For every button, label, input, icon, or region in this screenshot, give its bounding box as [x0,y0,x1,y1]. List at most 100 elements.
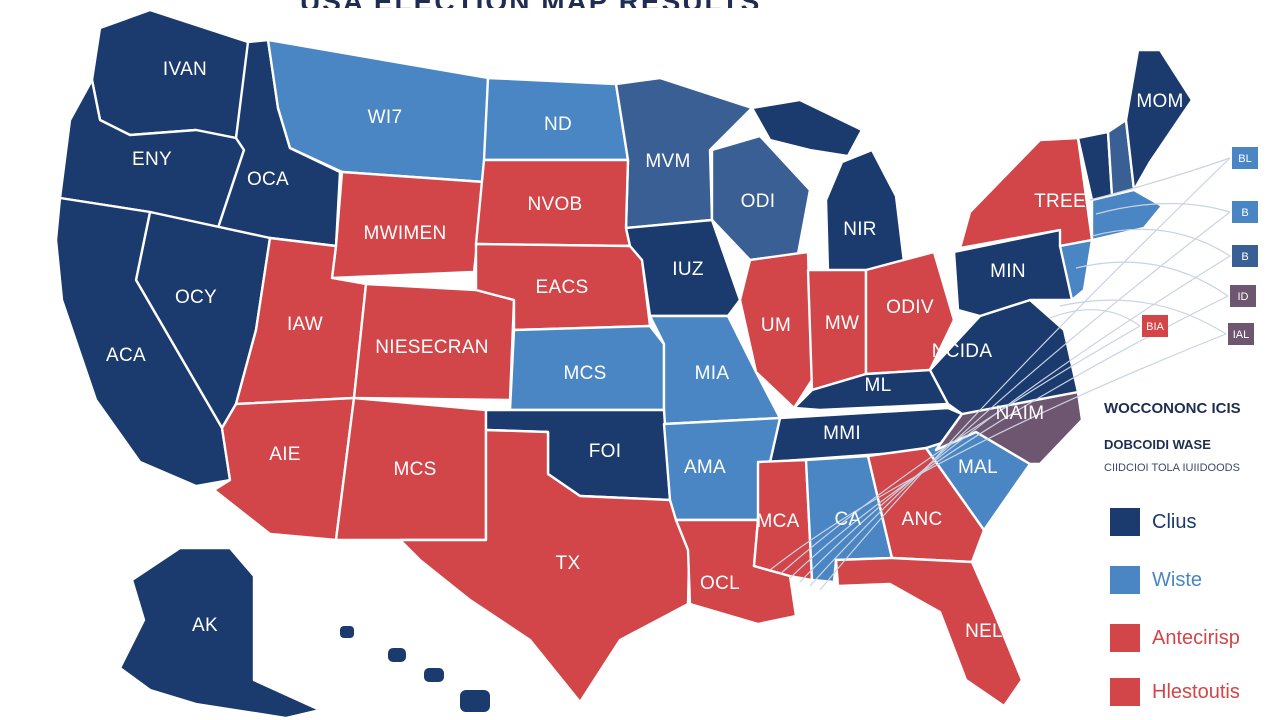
legend-label: Antecirisp [1152,626,1240,649]
leader-line [1075,261,1229,297]
label-WA: IVAN [163,59,207,80]
state-GA[interactable] [866,446,986,564]
callout-leader-lines [769,157,1231,591]
leader-line [1059,299,1227,335]
callout-tag-label: IAL [1233,329,1250,341]
legend: WOCCONONC ICIS DOBCOIDI WASE CIIDCIOI TO… [1104,400,1274,474]
legend-label: Hlestoutis [1152,680,1240,703]
leader-line [809,211,1231,587]
state-labels: IVAN ENY OCA WI7 ND MVM MWIMEN NVOB OCY … [106,59,1183,642]
label-SD: NVOB [527,194,582,215]
legend-label: Clius [1152,510,1197,533]
state-MA[interactable] [1090,188,1164,242]
state-FL[interactable] [834,556,1024,708]
callout-tag [1230,285,1256,307]
callout-tag-label: BL [1238,153,1251,165]
legend-label: Wiste [1152,568,1202,591]
label-AK: AK [192,615,218,636]
label-IL: UM [761,315,791,336]
state-ME[interactable] [1124,48,1194,192]
callout-tag-label: B [1241,251,1248,263]
label-AR: AMA [684,457,726,478]
label-TX: TX [556,553,581,574]
legend-swatch [1110,678,1140,706]
legend-swatch [1110,624,1140,652]
callout-tag [1232,201,1258,223]
label-OK: FOI [589,441,622,462]
legend-swatch [1110,508,1140,536]
state-TX[interactable] [398,428,692,704]
leader-line [799,255,1231,583]
label-CA: ACA [106,345,146,366]
label-WY: MWIMEN [363,223,446,244]
callout-tag-label: B [1241,207,1248,219]
state-OH[interactable] [864,250,956,376]
state-AZ[interactable] [212,396,356,542]
label-KS: MCS [563,363,606,384]
callout-tag [1142,315,1168,337]
leader-line [769,333,1227,571]
state-MI-UP[interactable] [750,98,864,158]
island-4 [460,690,490,712]
label-AZ: AIE [269,444,301,465]
leader-line [1049,309,1141,327]
legend-caption: CIIDCIOI TOLA IUIIDOODS [1104,462,1240,474]
label-UT: IAW [287,314,323,335]
leader-line [1091,228,1231,257]
state-MI[interactable] [824,148,906,274]
legend-item: Hlestoutis [1110,676,1240,708]
legend-subheading: DOBCOIDI WASE [1104,437,1211,452]
label-MO: MIA [695,363,730,384]
label-IA: IUZ [672,259,704,280]
legend-item: Clius [1110,506,1196,538]
label-PA: MIN [990,261,1026,282]
label-NV: OCY [175,287,217,308]
label-OR: ENY [132,149,172,170]
legend-heading: WOCCONONC ICIS [1104,400,1241,417]
callout-tag-label: ID [1238,291,1249,303]
label-OH: ODIV [886,297,934,318]
state-WY[interactable] [330,170,486,280]
label-IN: MW [825,313,859,334]
island-1 [340,626,354,638]
label-MS: MCA [756,511,799,532]
island-3 [424,668,444,682]
state-NJ[interactable] [1058,238,1094,302]
label-MI: NIR [843,219,877,240]
label-AL: CA [835,509,862,530]
label-MT: WI7 [368,107,403,128]
label-FL: NEL [965,621,1003,642]
leader-line [1095,202,1231,215]
callout-tag [1232,245,1258,267]
label-MN: MVM [645,151,690,172]
label-NC: NAIM [996,403,1045,424]
label-KY: ML [865,375,892,396]
callout-tag-label: BIA [1146,321,1164,333]
leader-line [779,325,1141,575]
island-2 [388,648,406,662]
label-NM: MCS [393,459,436,480]
label-NY: TREE [1034,191,1086,212]
label-TN: MMI [823,423,861,444]
label-ME: MOM [1136,91,1183,112]
map-title: USA ELECTION MAP RESULTS [300,0,1000,8]
label-ND: ND [544,114,572,135]
legend-item: Antecirisp [1110,622,1240,654]
label-SC: MAL [958,457,998,478]
label-GA: ANC [901,509,942,530]
state-CA[interactable] [54,196,232,488]
callout-tag [1232,147,1258,169]
label-VA: NCIDA [932,341,993,362]
leader-line [1089,157,1231,201]
label-ID: OCA [247,169,289,190]
label-CO: NIESECRAN [375,337,489,358]
callout-tags: BL B B ID BIA IAL [1142,147,1258,345]
label-LA: OCL [700,573,740,594]
legend-item: Wiste [1110,564,1202,596]
label-NE: EACS [536,277,589,298]
label-WI: ODI [741,191,776,212]
callout-tag [1228,323,1254,345]
state-AK[interactable] [118,546,322,720]
